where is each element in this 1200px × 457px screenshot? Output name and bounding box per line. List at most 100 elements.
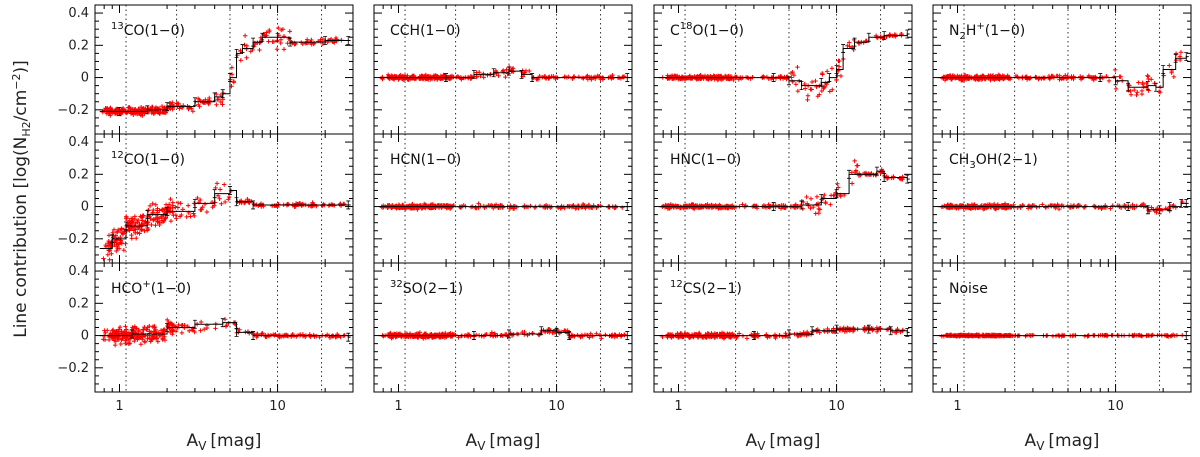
scatter-point [466, 334, 471, 339]
scatter-point [429, 205, 434, 210]
scatter-point [170, 332, 175, 337]
error-bar [227, 186, 232, 195]
scatter-point [138, 227, 144, 233]
scatter-point [257, 47, 262, 53]
x-ticks [373, 263, 633, 392]
scatter-point [508, 203, 513, 208]
scatter-point [116, 335, 121, 340]
scatter-point [809, 87, 814, 92]
x-tick-label: 1 [115, 399, 123, 414]
scatter-point [509, 332, 515, 338]
scatter-point [287, 29, 292, 34]
scatter-point [1167, 63, 1172, 68]
error-bar [827, 73, 832, 82]
scatter-point [118, 341, 124, 347]
scatter-point [829, 66, 835, 71]
scatter-point [833, 190, 838, 195]
scatter-point [795, 88, 801, 94]
scatter-point [514, 204, 519, 210]
scatter-point [1140, 81, 1145, 87]
scatter-point [417, 330, 423, 335]
scatter-point [1005, 74, 1011, 80]
scatter-point [744, 336, 750, 341]
scatter-point [198, 319, 204, 325]
panel-hcn: HCN(1−0) [373, 133, 633, 264]
scatter-point [607, 205, 612, 210]
scatter-point [198, 207, 203, 213]
scatter-point [124, 214, 129, 219]
error-bar [819, 78, 824, 87]
error-bar [165, 323, 170, 332]
scatter-point [207, 98, 212, 104]
scatter-point [900, 174, 905, 179]
scatter-point [1150, 332, 1155, 338]
scatter-point [267, 27, 272, 33]
scatter-point [790, 79, 795, 84]
scatter-point [740, 202, 745, 207]
scatter-point [403, 76, 408, 81]
y-tick-label: 0 [81, 71, 89, 86]
scatter-point [127, 106, 132, 111]
scatter-point [109, 251, 114, 257]
scatter-point [805, 97, 810, 103]
scatter-point [271, 203, 277, 208]
scatter-point [866, 171, 871, 176]
scatter-point [129, 232, 134, 238]
scatter-point [688, 75, 693, 81]
scatter-point [148, 339, 153, 344]
scatter-point [481, 71, 486, 77]
error-bar [227, 73, 232, 82]
scatter-point [1132, 332, 1137, 338]
scatter-point [170, 107, 175, 112]
scatter-point [226, 197, 231, 202]
scatter-point [153, 223, 158, 228]
scatter-point [703, 334, 709, 339]
scatter-point [1146, 88, 1151, 93]
error-bar [847, 169, 852, 179]
scatter-point [329, 333, 334, 339]
scatter-point [474, 74, 479, 80]
scatter-point [278, 40, 283, 46]
error-bar [506, 329, 511, 339]
x-ticks [932, 263, 1192, 392]
scatter-points-cch [379, 64, 627, 82]
scatter-point [793, 82, 799, 87]
scatter-point [557, 330, 562, 336]
scatter-point [242, 42, 247, 48]
error-bar [234, 197, 239, 207]
panel-title: CH3OH(2−1) [949, 152, 1038, 171]
x-tick-label: 1 [953, 399, 961, 414]
scatter-point [112, 242, 117, 248]
x-ticks [653, 134, 913, 263]
scatter-point [116, 227, 121, 233]
scatter-point [790, 69, 795, 75]
panel-noise: 1 10 AV [mag] Noise [932, 262, 1192, 453]
x-ticks [932, 134, 1192, 263]
scatter-point [596, 203, 601, 209]
scatter-point [803, 86, 808, 91]
scatter-point [822, 85, 827, 90]
scatter-point [603, 332, 608, 337]
scatter-point [219, 201, 224, 206]
scatter-point [1173, 205, 1179, 210]
scatter-point [179, 212, 184, 218]
scatter-point [119, 226, 124, 231]
error-bar [1184, 198, 1189, 208]
panel-frame [932, 133, 1192, 264]
scatter-point [809, 79, 815, 85]
error-bar [234, 327, 239, 337]
error-bar [212, 189, 217, 199]
scatter-point [823, 199, 828, 205]
scatter-point [198, 328, 203, 333]
error-bar [1167, 202, 1172, 211]
error-bar [346, 36, 351, 45]
scatter-point [279, 27, 284, 33]
scatter-point [251, 202, 257, 207]
scatter-point [895, 327, 900, 333]
error-bar [874, 166, 879, 176]
panel-title: HNC(1−0) [670, 152, 741, 168]
scatter-point [326, 203, 332, 208]
panel-title: N2H+(1−0) [949, 21, 1025, 42]
scatter-point [276, 202, 281, 207]
error-bar [1184, 52, 1189, 61]
